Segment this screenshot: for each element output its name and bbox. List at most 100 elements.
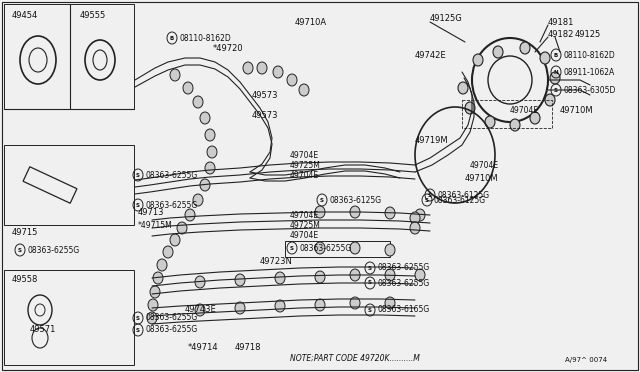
Ellipse shape bbox=[315, 271, 325, 283]
Ellipse shape bbox=[243, 62, 253, 74]
Text: 49715: 49715 bbox=[12, 228, 38, 237]
Ellipse shape bbox=[385, 297, 395, 309]
Ellipse shape bbox=[415, 269, 425, 281]
Ellipse shape bbox=[410, 212, 420, 224]
Text: 08363-6255G: 08363-6255G bbox=[377, 263, 429, 273]
Ellipse shape bbox=[350, 269, 360, 281]
Text: N: N bbox=[554, 70, 558, 74]
Ellipse shape bbox=[350, 206, 360, 218]
Text: S: S bbox=[554, 87, 558, 93]
Ellipse shape bbox=[350, 242, 360, 254]
Bar bbox=[4, 145, 134, 225]
Ellipse shape bbox=[153, 272, 163, 284]
Text: 49573: 49573 bbox=[252, 90, 278, 99]
Text: S: S bbox=[368, 280, 372, 285]
Bar bbox=[4, 4, 134, 109]
Text: 08363-6255G: 08363-6255G bbox=[145, 201, 197, 209]
Text: 08363-6255G: 08363-6255G bbox=[145, 314, 197, 323]
Text: 49710A: 49710A bbox=[295, 17, 327, 26]
Text: NOTE;PART CODE 49720K..........M: NOTE;PART CODE 49720K..........M bbox=[290, 353, 420, 362]
Text: 49713: 49713 bbox=[138, 208, 164, 217]
Text: 49571: 49571 bbox=[30, 326, 56, 334]
Text: S: S bbox=[136, 315, 140, 321]
Text: 08363-6125G: 08363-6125G bbox=[437, 190, 489, 199]
Ellipse shape bbox=[385, 244, 395, 256]
Ellipse shape bbox=[458, 82, 468, 94]
Ellipse shape bbox=[205, 129, 215, 141]
Ellipse shape bbox=[273, 66, 283, 78]
Text: 08363-6255G: 08363-6255G bbox=[145, 326, 197, 334]
Text: A/97^ 0074: A/97^ 0074 bbox=[565, 357, 607, 363]
Text: 49742E: 49742E bbox=[415, 51, 447, 60]
Text: 49181: 49181 bbox=[548, 17, 574, 26]
Ellipse shape bbox=[520, 42, 530, 54]
Ellipse shape bbox=[385, 207, 395, 219]
Ellipse shape bbox=[473, 54, 483, 66]
Ellipse shape bbox=[163, 246, 173, 258]
Ellipse shape bbox=[550, 72, 560, 84]
Ellipse shape bbox=[235, 274, 245, 286]
Text: 08363-6255G: 08363-6255G bbox=[377, 279, 429, 288]
Ellipse shape bbox=[287, 74, 297, 86]
Ellipse shape bbox=[299, 84, 309, 96]
Bar bbox=[285, 241, 390, 257]
Text: 08363-6255G: 08363-6255G bbox=[145, 170, 197, 180]
Text: 49573: 49573 bbox=[252, 110, 278, 119]
Text: S: S bbox=[368, 266, 372, 270]
Ellipse shape bbox=[195, 276, 205, 288]
Text: S: S bbox=[425, 198, 429, 202]
Text: S: S bbox=[428, 192, 432, 198]
Ellipse shape bbox=[170, 234, 180, 246]
Text: 49719M: 49719M bbox=[415, 135, 449, 144]
Text: 49704E: 49704E bbox=[470, 160, 499, 170]
Ellipse shape bbox=[350, 297, 360, 309]
Ellipse shape bbox=[385, 269, 395, 281]
Text: 49725M: 49725M bbox=[290, 160, 321, 170]
Text: 49743E: 49743E bbox=[185, 305, 217, 314]
Ellipse shape bbox=[275, 272, 285, 284]
Text: 49454: 49454 bbox=[12, 10, 38, 19]
Ellipse shape bbox=[148, 299, 158, 311]
Text: 49725M: 49725M bbox=[290, 221, 321, 230]
Text: 49125: 49125 bbox=[575, 29, 601, 38]
Ellipse shape bbox=[177, 222, 187, 234]
Text: S: S bbox=[368, 308, 372, 312]
Ellipse shape bbox=[157, 259, 167, 271]
Text: 08363-6305D: 08363-6305D bbox=[563, 86, 616, 94]
Ellipse shape bbox=[530, 112, 540, 124]
Bar bbox=[462, 100, 552, 128]
Text: 49704E: 49704E bbox=[290, 211, 319, 219]
Ellipse shape bbox=[257, 62, 267, 74]
Text: S: S bbox=[136, 327, 140, 333]
Ellipse shape bbox=[200, 179, 210, 191]
Ellipse shape bbox=[185, 209, 195, 221]
Text: 49555: 49555 bbox=[80, 10, 106, 19]
Text: B: B bbox=[170, 35, 174, 41]
Ellipse shape bbox=[465, 102, 475, 114]
Text: 08363-6125G: 08363-6125G bbox=[434, 196, 486, 205]
Text: 49704E: 49704E bbox=[290, 170, 319, 180]
Text: 49704E: 49704E bbox=[290, 231, 319, 240]
Bar bbox=[4, 270, 134, 365]
Text: 49718: 49718 bbox=[235, 343, 262, 352]
Text: S: S bbox=[320, 198, 324, 202]
Text: 08110-8162D: 08110-8162D bbox=[563, 51, 615, 60]
Text: 49558: 49558 bbox=[12, 276, 38, 285]
Ellipse shape bbox=[193, 96, 203, 108]
Text: 49710M: 49710M bbox=[465, 173, 499, 183]
Text: *49715M: *49715M bbox=[138, 221, 173, 230]
Text: 08363-6165G: 08363-6165G bbox=[377, 305, 429, 314]
Text: *49714: *49714 bbox=[188, 343, 219, 352]
Text: 08110-8162D: 08110-8162D bbox=[179, 33, 231, 42]
Ellipse shape bbox=[315, 299, 325, 311]
Text: 49125G: 49125G bbox=[430, 13, 463, 22]
Text: *49720: *49720 bbox=[213, 44, 244, 52]
Text: 08363-6125G: 08363-6125G bbox=[329, 196, 381, 205]
Text: 49704E: 49704E bbox=[510, 106, 539, 115]
Text: 49182: 49182 bbox=[548, 29, 574, 38]
Ellipse shape bbox=[493, 46, 503, 58]
Text: S: S bbox=[136, 202, 140, 208]
Ellipse shape bbox=[485, 116, 495, 128]
Ellipse shape bbox=[195, 304, 205, 316]
Text: B: B bbox=[554, 52, 558, 58]
